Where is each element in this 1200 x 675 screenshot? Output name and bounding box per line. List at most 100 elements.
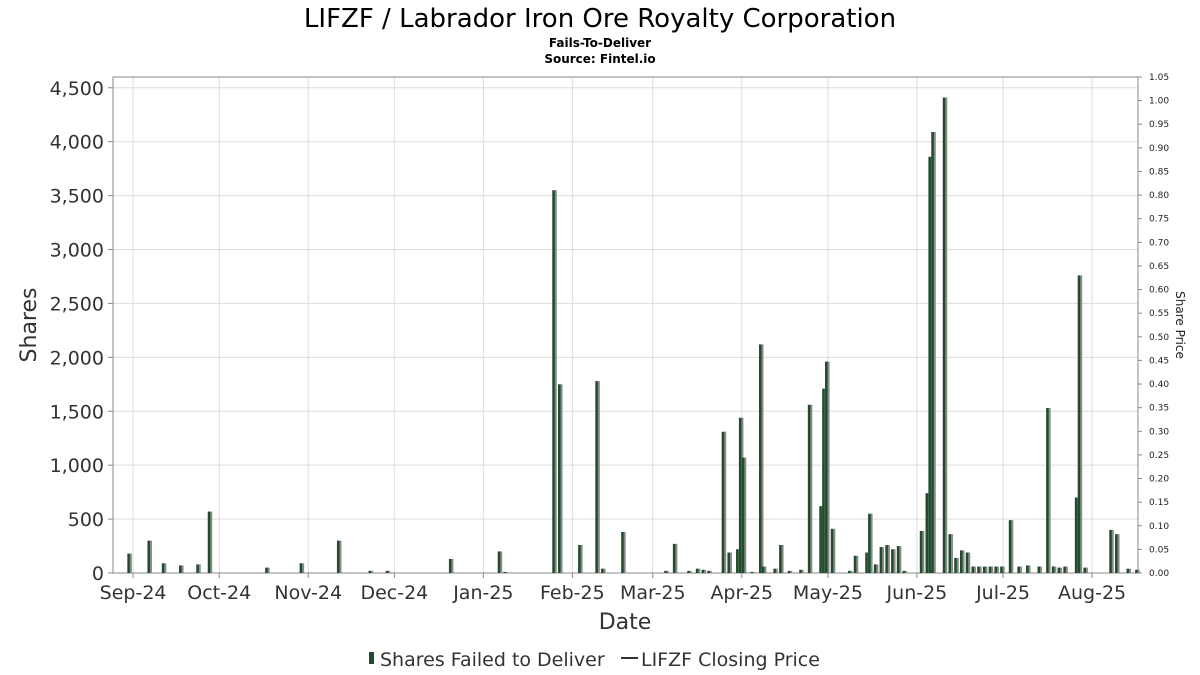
y2-tick-label: 0.65 [1149, 262, 1169, 272]
x-axis-label: Date [599, 610, 652, 635]
ftd-bar [1026, 565, 1029, 573]
ftd-bar [127, 553, 130, 573]
ftd-bar-shadow [1039, 566, 1043, 573]
ftd-bar [448, 558, 452, 573]
ftd-bar-shadow [763, 566, 767, 573]
ftd-bar [954, 557, 957, 573]
ftd-bar-shadow [752, 571, 755, 573]
y-tick-label: 500 [68, 509, 104, 531]
ftd-bar [578, 544, 581, 573]
ftd-bar [928, 156, 931, 573]
ftd-bar [265, 567, 268, 573]
chart-subtitle: Fails-To-Deliver [549, 36, 651, 50]
ftd-bar [1109, 529, 1112, 573]
ftd-bars [127, 97, 1140, 574]
ftd-bar [873, 564, 877, 573]
ftd-bar-shadow [956, 557, 959, 573]
ftd-bar-shadow [1137, 569, 1140, 573]
ftd-bar [773, 568, 776, 573]
ftd-bar-shadow [580, 544, 583, 573]
y2-tick-label: 0.90 [1149, 144, 1169, 154]
ftd-bar-shadow [950, 534, 954, 573]
x-tick-label: Jun-25 [886, 582, 948, 604]
ftd-bar-shadow [1028, 565, 1031, 573]
y2-tick-label: 0.85 [1149, 167, 1169, 177]
ftd-bar [721, 431, 725, 573]
x-tick-label: Mar-25 [620, 582, 686, 604]
ftd-bar-shadow [761, 344, 764, 573]
ftd-bar [896, 546, 900, 573]
ftd-bar [942, 97, 946, 574]
ftd-bar [988, 566, 992, 573]
ftd-bar-shadow [881, 547, 885, 573]
ftd-bar [1115, 534, 1118, 573]
ftd-bar [761, 566, 765, 573]
y-axis-left: 0 500 1,000 1,500 2,000 2,500 3,000 3,500 4,000 4… [50, 78, 113, 585]
y2-tick-label: 0.80 [1149, 191, 1169, 201]
ftd-bar [736, 549, 739, 573]
ftd-bar-shadow [904, 570, 908, 573]
ftd-bar-shadow [505, 571, 508, 573]
ftd-bar-shadow [689, 570, 692, 573]
y2-tick-label: 0.05 [1149, 545, 1169, 555]
ftd-bar-shadow [1111, 529, 1114, 573]
ftd-bar-shadow [499, 551, 503, 573]
ftd-bar [799, 569, 802, 573]
ftd-bar [503, 571, 506, 573]
ftd-bar-shadow [149, 540, 152, 573]
ftd-bar-shadow [893, 549, 896, 573]
ftd-bar-shadow [163, 563, 167, 573]
ftd-bar-shadow [933, 131, 936, 573]
ftd-bar-shadow [1059, 567, 1063, 573]
ftd-bar-shadow [1079, 275, 1083, 573]
y2-tick-label: 0.15 [1149, 498, 1169, 508]
ftd-bar [822, 388, 825, 573]
y2-axis-label: Share Price [1173, 291, 1187, 359]
ftd-bar-shadow [898, 546, 902, 573]
ftd-bar-shadow [129, 553, 132, 573]
ftd-bar [977, 566, 980, 573]
ftd-bar [336, 540, 340, 573]
ftd-bar [672, 543, 676, 573]
y2-tick-label: 0.60 [1149, 286, 1169, 296]
x-tick-label: Apr-25 [710, 582, 773, 604]
ftd-bar-shadow [801, 569, 804, 573]
y2-tick-label: 0.30 [1149, 427, 1169, 437]
ftd-bar-shadow [979, 566, 982, 573]
ftd-bar [664, 570, 667, 573]
ftd-bar-shadow [181, 565, 184, 573]
ftd-bar [959, 550, 963, 573]
ftd-bar [552, 190, 555, 573]
legend: Shares Failed to Deliver LIFZF Closing P… [369, 649, 820, 671]
y-tick-label: 4,500 [50, 78, 104, 100]
ftd-bar [787, 570, 791, 573]
ftd-bar [701, 569, 705, 573]
ftd-bar [891, 549, 894, 573]
ftd-bar-shadow [1065, 566, 1068, 573]
ftd-bar-shadow [1019, 566, 1022, 573]
ftd-bar [595, 381, 598, 573]
ftd-bar [687, 570, 690, 573]
ftd-bar [1000, 566, 1003, 573]
ftd-bar [848, 570, 851, 573]
ftd-bar-shadow [850, 570, 853, 573]
y-axis-label: Shares [17, 288, 42, 363]
y-axis-right: 0.00 0.05 0.10 0.15 0.20 0.25 0.30 0.35 0.40 0.45… [1138, 73, 1169, 579]
ftd-bar-shadow [789, 570, 793, 573]
ftd-bar-shadow [990, 566, 994, 573]
ftd-bar-shadow [387, 570, 391, 573]
ftd-bar-shadow [723, 431, 727, 573]
ftd-bar [965, 552, 969, 573]
ftd-bar-shadow [1048, 408, 1051, 573]
ftd-bar [601, 568, 604, 573]
ftd-bar [727, 552, 730, 573]
ftd-bar [807, 404, 811, 573]
y2-tick-label: 0.55 [1149, 309, 1169, 319]
ftd-bar [1008, 520, 1012, 573]
ftd-bar-shadow [1010, 520, 1014, 573]
ftd-bar [948, 534, 952, 573]
ftd-bar [925, 493, 929, 573]
ftd-bar-shadow [887, 544, 890, 573]
